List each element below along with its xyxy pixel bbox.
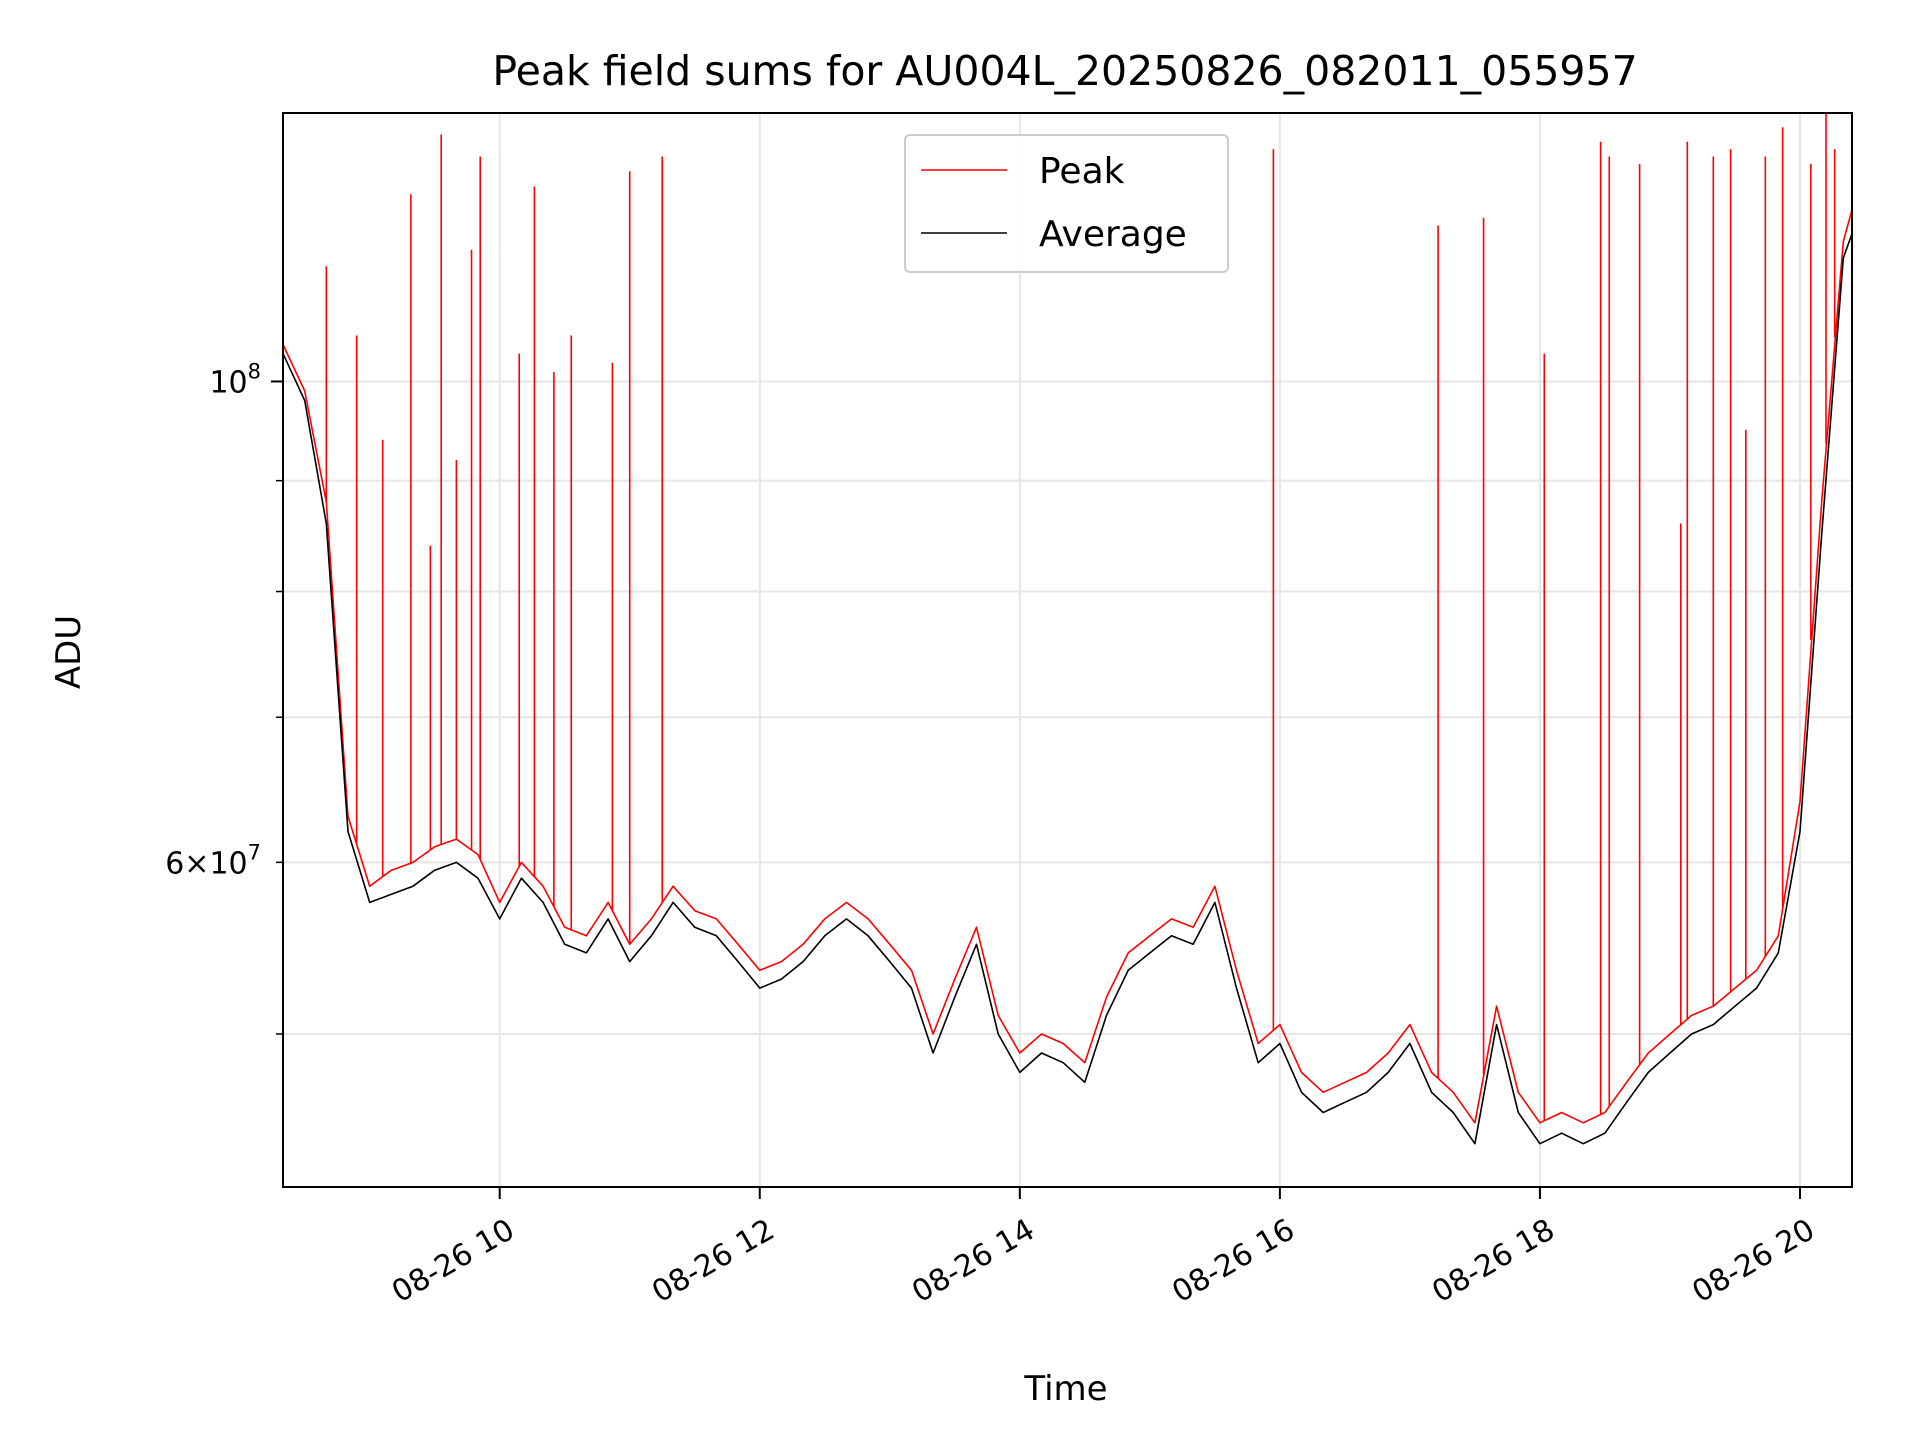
series-layer [282, 113, 1853, 1145]
legend: Peak Average [904, 134, 1229, 273]
average-series-line [282, 233, 1853, 1145]
y-axis-label: ADU [49, 615, 89, 689]
grid [283, 113, 1852, 1187]
legend-label-average: Average [1039, 214, 1187, 255]
y-axis: 108 6×107 [165, 359, 283, 1035]
legend-label-peak: Peak [1039, 151, 1125, 192]
y-tick-label: 108 [209, 359, 261, 400]
chart-title: Peak field sums for AU004L_20250826_0820… [492, 47, 1637, 95]
y-minor-tick-label: 6×107 [165, 840, 261, 881]
plot-frame [282, 112, 1853, 1188]
x-axis-label: Time [1023, 1369, 1107, 1409]
